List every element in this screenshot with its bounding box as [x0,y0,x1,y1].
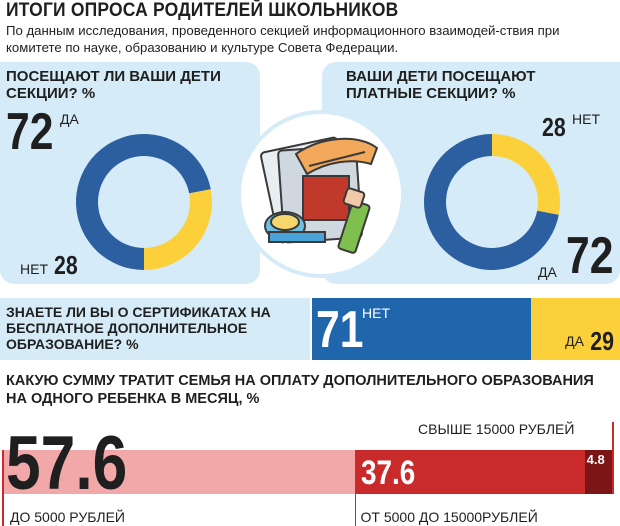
question-attend-sections: ПОСЕЩАЮТ ЛИ ВАШИ ДЕТИ СЕКЦИИ? % [6,68,221,102]
certificates-no-value: 71 [316,301,364,359]
label-under-5000: ДО 5000 РУБЛЕЙ [10,509,125,525]
infographic-subtitle: По данным исследования, проведенного сек… [6,23,560,55]
certificates-yes-value: 29 [590,326,614,356]
donut2-chart [424,134,560,270]
donut2-no-label: НЕТ [572,111,600,127]
donut1-no-label: НЕТ [20,261,48,277]
divider-over-15000 [612,422,614,494]
question-certificates: ЗНАЕТЕ ЛИ ВЫ О СЕРТИФИКАТАХ НА БЕСПЛАТНО… [6,304,271,352]
value-5000-15000: 37.6 [360,454,415,492]
certificates-yes-label: ДА [565,333,584,349]
donut2-slice-no [492,134,560,215]
donut2-slice-yes [424,134,559,270]
bar-under-5000 [2,450,355,494]
donut1-yes-value: 72 [6,103,54,161]
certificates-no-bar: 71 НЕТ [312,298,531,360]
donut2-yes-label: ДА [538,264,557,280]
certificates-no-label: НЕТ [362,305,390,321]
label-over-15000: СВЫШЕ 15000 РУБЛЕЙ [418,421,575,437]
bar-over-15000 [584,450,614,494]
certificates-bar: 71 НЕТ ДА 29 [312,298,620,360]
certificates-yes-bar: ДА 29 [531,298,620,360]
stationery-illustration [237,110,405,278]
panel-certificates: ЗНАЕТЕ ЛИ ВЫ О СЕРТИФИКАТАХ НА БЕСПЛАТНО… [0,298,310,360]
donut1-chart [76,134,212,270]
donut1-yes-label: ДА [60,111,79,127]
panel-attend-sections: ПОСЕЩАЮТ ЛИ ВАШИ ДЕТИ СЕКЦИИ? % 72 ДА НЕ… [0,62,260,284]
divider-under-5000 [2,450,4,526]
stationery-icon [260,136,379,254]
donut1-slice-yes [76,134,211,270]
infographic-title: ИТОГИ ОПРОСА РОДИТЕЛЕЙ ШКОЛЬНИКОВ [6,0,399,21]
value-under-5000: 57.6 [6,421,128,506]
question-spending: КАКУЮ СУММУ ТРАТИТ СЕМЬЯ НА ОПЛАТУ ДОПОЛ… [6,373,594,407]
donut1-slice-no [144,189,212,270]
spending-chart: 57.6 37.6 4.8 ДО 5000 РУБЛЕЙ ОТ 5000 ДО … [0,422,620,526]
divider-5000-15000 [354,450,356,526]
label-5000-15000: ОТ 5000 ДО 15000РУБЛЕЙ [360,509,538,525]
question-paid-sections: ВАШИ ДЕТИ ПОСЕЩАЮТ ПЛАТНЫЕ СЕКЦИИ? % [346,68,536,102]
bar-5000-15000 [354,450,585,494]
value-over-15000: 4.8 [586,452,605,467]
donut2-no-value: 28 [542,112,566,142]
donut1-no-value: 28 [54,250,78,280]
donut2-yes-value: 72 [566,227,614,285]
